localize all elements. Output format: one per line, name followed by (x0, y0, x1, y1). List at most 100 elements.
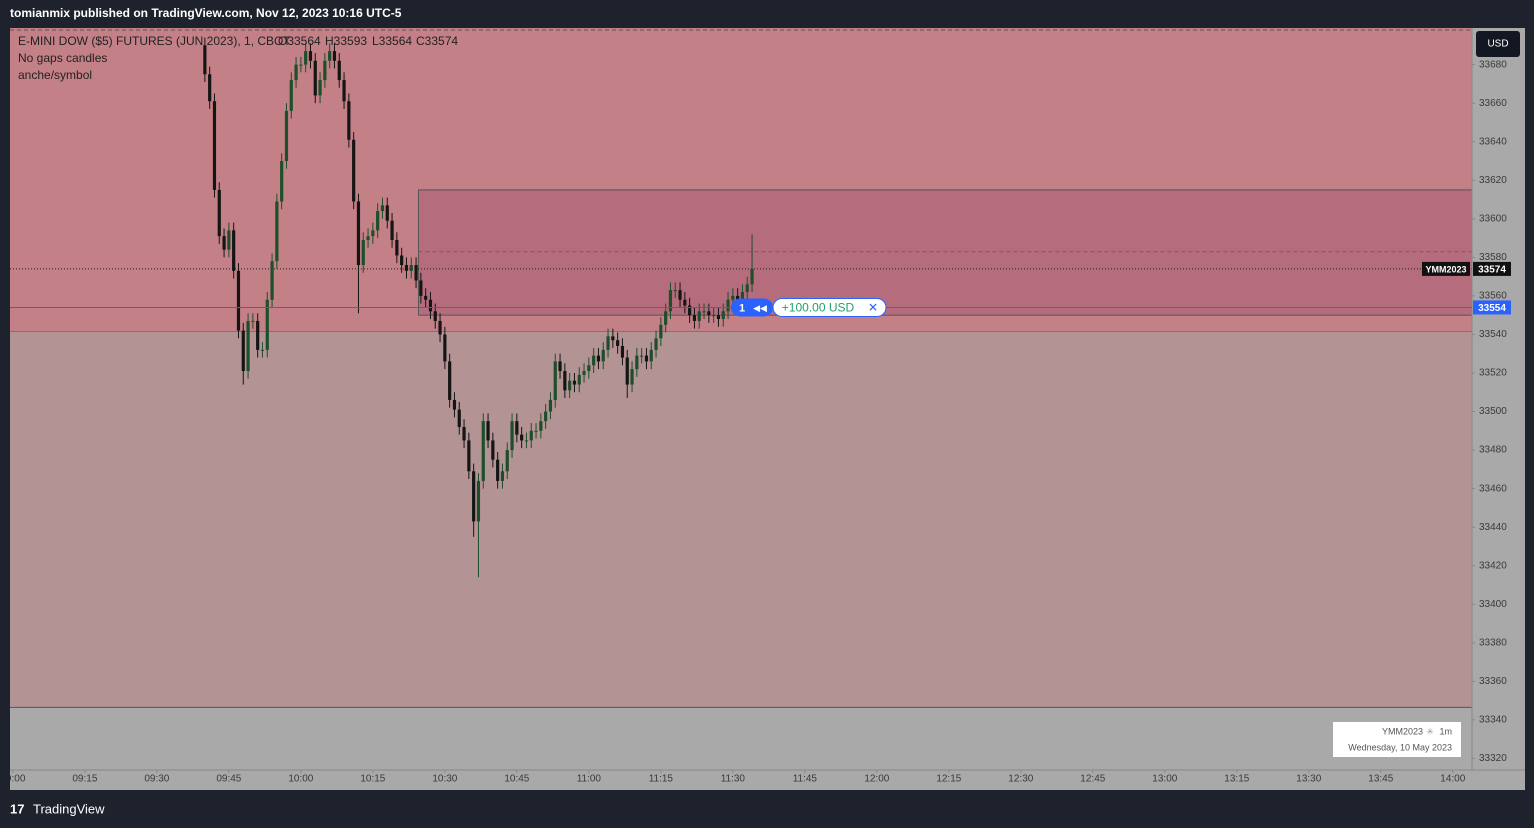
candle-body (524, 440, 529, 442)
candle-body (616, 340, 620, 346)
candle-body (332, 51, 337, 61)
info-symbol: YMM2023 (1382, 726, 1423, 736)
candle-body (544, 411, 548, 422)
candle-body (688, 305, 692, 316)
x-tick-label: 10:45 (504, 774, 529, 785)
candle-body (620, 346, 625, 358)
candle-body (659, 324, 663, 339)
legend-low: L33564 (372, 34, 412, 48)
x-tick-label: 13:00 (1152, 774, 1177, 785)
y-tick-label: 33500 (1479, 406, 1507, 417)
x-tick-label: 10:00 (288, 774, 313, 785)
x-tick-label: 12:30 (1008, 774, 1033, 785)
info-icon: ✳ (1426, 726, 1434, 736)
candle-body (256, 320, 260, 350)
candle-body (606, 336, 610, 350)
info-interval: 1m (1439, 726, 1452, 736)
candle-body (299, 64, 303, 66)
position-price-tag: 33554 (1478, 303, 1506, 314)
legend-close: C33574 (416, 34, 458, 48)
candle-body (376, 211, 380, 231)
x-tick-label: 12:15 (936, 774, 961, 785)
candle-body (212, 101, 217, 190)
position-reverse[interactable]: ◀◀ (753, 303, 767, 313)
candle-body (280, 160, 284, 202)
y-tick-label: 33380 (1479, 637, 1507, 648)
candle-body (654, 338, 658, 350)
candle-body (486, 421, 490, 441)
candle-body (505, 450, 509, 472)
candle-body (712, 315, 716, 317)
x-tick-label: 09:00 (0, 774, 25, 785)
candle-body (380, 205, 385, 212)
x-tick-label: 11:15 (649, 774, 674, 785)
candle-body (361, 240, 365, 266)
legend-high: H33593 (325, 34, 367, 48)
y-tick-label: 33660 (1479, 98, 1507, 109)
candle-body (308, 51, 313, 61)
position-qty[interactable]: 1 (739, 302, 745, 314)
position-pnl[interactable]: +100.00 USD (782, 301, 855, 315)
candle-body (371, 230, 375, 237)
position-pnl-bg[interactable] (772, 297, 887, 317)
x-tick-label: 14:00 (1440, 774, 1465, 785)
last-price-tag: 33574 (1478, 265, 1506, 276)
candle-body (251, 320, 255, 322)
candle-body (678, 290, 682, 300)
time-axis: 09:00 09:15 09:30 09:45 10:00 10:15 10:30 10:45… (0, 770, 1466, 785)
candle-body (208, 74, 212, 102)
candle-body (750, 268, 754, 285)
candle-body (577, 374, 581, 385)
info-box (1333, 722, 1461, 757)
x-tick-label: 10:15 (360, 774, 385, 785)
candle-body (217, 189, 221, 237)
position-close[interactable]: ✕ (868, 301, 878, 315)
candle-body (404, 265, 409, 271)
candle-body (596, 355, 601, 362)
candle-body (222, 236, 226, 250)
currency-label[interactable]: USD (1487, 39, 1508, 50)
candle-body (203, 45, 207, 75)
candle-body (625, 357, 629, 385)
x-tick-label: 11:45 (793, 774, 818, 785)
candle-body (707, 311, 711, 316)
candle-body (664, 311, 668, 325)
candle-body (745, 284, 749, 293)
candle-body (496, 459, 500, 481)
candle-body (520, 434, 524, 441)
candle-body (587, 365, 591, 372)
candle-body (563, 371, 567, 391)
symbol-tag: YMM2023 (1425, 264, 1466, 274)
brand-name: TradingView (33, 801, 105, 816)
legend-line: anche/symbol (18, 68, 92, 82)
candle-body (342, 80, 346, 102)
candle-body (424, 295, 428, 300)
currency-button[interactable] (1476, 31, 1520, 57)
candle-body (721, 311, 725, 320)
candle-body (265, 299, 269, 350)
candle-body (692, 315, 697, 321)
y-tick-label: 33580 (1479, 252, 1507, 263)
candle-body (462, 426, 466, 441)
candle-body (644, 355, 649, 362)
y-tick-label: 33400 (1479, 599, 1507, 610)
y-tick-label: 33680 (1479, 59, 1507, 70)
info-date: Wednesday, 10 May 2023 (1348, 742, 1452, 752)
x-tick-label: 11:30 (721, 774, 746, 785)
candle-body (232, 230, 236, 271)
y-tick-label: 33560 (1479, 291, 1507, 302)
legend-open: O33564 (278, 34, 321, 48)
candle-body (467, 440, 471, 472)
candle-body (241, 330, 245, 372)
candle-body (323, 60, 327, 81)
candle-body (668, 290, 673, 312)
publish-title: tomianmix published on TradingView.com, … (10, 6, 402, 20)
candle-body (476, 480, 481, 522)
position-qty-bg[interactable] (731, 298, 773, 317)
candle-body (592, 355, 596, 366)
candle-body (347, 101, 351, 140)
candle-body (227, 230, 231, 250)
y-tick-label: 33540 (1479, 329, 1507, 340)
candle-body (697, 311, 701, 321)
